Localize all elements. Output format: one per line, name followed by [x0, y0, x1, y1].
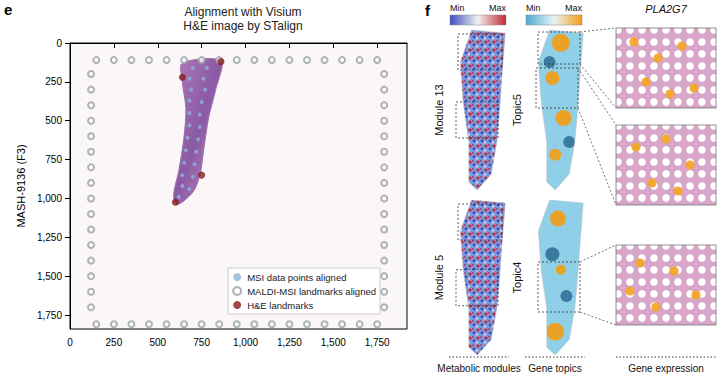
svg-text:e: e [4, 1, 12, 18]
svg-text:1,250: 1,250 [277, 337, 302, 348]
svg-text:1,000: 1,000 [37, 193, 62, 204]
svg-text:MSI data points aligned: MSI data points aligned [247, 272, 346, 283]
svg-text:MASH-9136 (F3): MASH-9136 (F3) [15, 144, 27, 227]
svg-text:500: 500 [45, 115, 62, 126]
svg-text:1,250: 1,250 [37, 232, 62, 243]
svg-text:0: 0 [56, 38, 62, 49]
svg-text:500: 500 [149, 337, 166, 348]
svg-text:1,750: 1,750 [37, 310, 62, 321]
svg-text:750: 750 [45, 154, 62, 165]
svg-text:Module 5: Module 5 [433, 255, 445, 300]
svg-text:250: 250 [45, 76, 62, 87]
svg-text:750: 750 [193, 337, 210, 348]
svg-text:250: 250 [106, 337, 123, 348]
svg-text:Max: Max [489, 3, 507, 13]
svg-text:H&E landmarks: H&E landmarks [247, 300, 313, 311]
svg-text:f: f [425, 2, 431, 19]
svg-text:Topic4: Topic4 [511, 262, 523, 294]
svg-text:Min: Min [526, 3, 541, 13]
svg-text:Gene topics: Gene topics [528, 363, 581, 374]
svg-text:Alignment with Visium: Alignment with Visium [184, 5, 301, 19]
svg-text:Max: Max [565, 3, 583, 13]
svg-text:Topic5: Topic5 [511, 94, 523, 126]
svg-text:1,500: 1,500 [37, 271, 62, 282]
svg-text:1,500: 1,500 [321, 337, 346, 348]
svg-text:H&E image by STalign: H&E image by STalign [183, 19, 302, 33]
svg-text:Module 13: Module 13 [433, 84, 445, 135]
svg-text:1,000: 1,000 [233, 337, 258, 348]
svg-text:0: 0 [67, 337, 73, 348]
svg-text:1,750: 1,750 [365, 337, 390, 348]
svg-text:Min: Min [450, 3, 465, 13]
svg-text:PLA2G7: PLA2G7 [645, 3, 687, 15]
svg-text:Gene expression: Gene expression [628, 363, 704, 374]
svg-text:MALDI-MSI landmarks aligned: MALDI-MSI landmarks aligned [247, 286, 376, 297]
svg-text:Metabolic modules: Metabolic modules [437, 363, 520, 374]
